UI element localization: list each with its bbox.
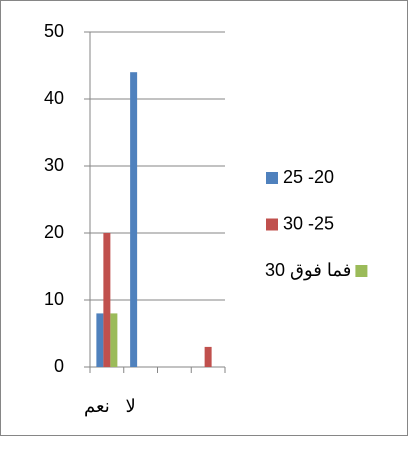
y-tick-label: 20 [44,222,64,242]
legend-label: 30 -25 [283,213,334,233]
legend-swatch [355,265,368,277]
legend-label: 25 -20 [283,167,334,187]
y-tick-label: 10 [44,289,64,309]
bar [96,313,104,367]
x-tick-label: لا [125,396,135,416]
y-tick-label: 0 [54,356,64,376]
bar [103,233,111,367]
bar [204,346,212,367]
legend-swatch [266,218,278,231]
bar [130,72,138,367]
legend-swatch [266,172,278,184]
y-tick-label: 40 [44,88,64,108]
x-tick-label: نعم [84,396,110,417]
y-tick-label: 50 [44,21,64,41]
chart-frame [0,0,408,436]
y-tick-label: 30 [44,155,64,175]
bar [110,313,118,367]
legend-label: 30 فما فوق [265,260,351,281]
